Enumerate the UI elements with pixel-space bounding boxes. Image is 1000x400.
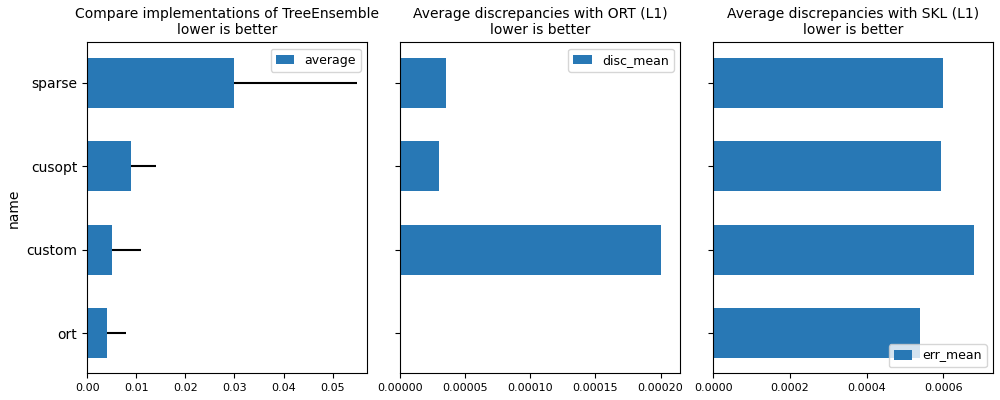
Bar: [87, 58, 234, 108]
Legend: disc_mean: disc_mean: [568, 49, 674, 72]
Title: Average discrepancies with SKL (L1)
lower is better: Average discrepancies with SKL (L1) lowe…: [727, 7, 979, 37]
Bar: [713, 225, 974, 275]
Bar: [400, 225, 661, 275]
Y-axis label: name: name: [7, 188, 21, 228]
Bar: [400, 141, 439, 191]
Bar: [87, 308, 107, 358]
Title: Average discrepancies with ORT (L1)
lower is better: Average discrepancies with ORT (L1) lowe…: [413, 7, 667, 37]
Bar: [713, 58, 943, 108]
Legend: err_mean: err_mean: [889, 344, 987, 367]
Legend: average: average: [271, 49, 361, 72]
Bar: [713, 308, 920, 358]
Bar: [87, 141, 131, 191]
Bar: [87, 225, 112, 275]
Bar: [400, 58, 446, 108]
Bar: [713, 141, 941, 191]
Title: Compare implementations of TreeEnsemble
lower is better: Compare implementations of TreeEnsemble …: [75, 7, 379, 37]
